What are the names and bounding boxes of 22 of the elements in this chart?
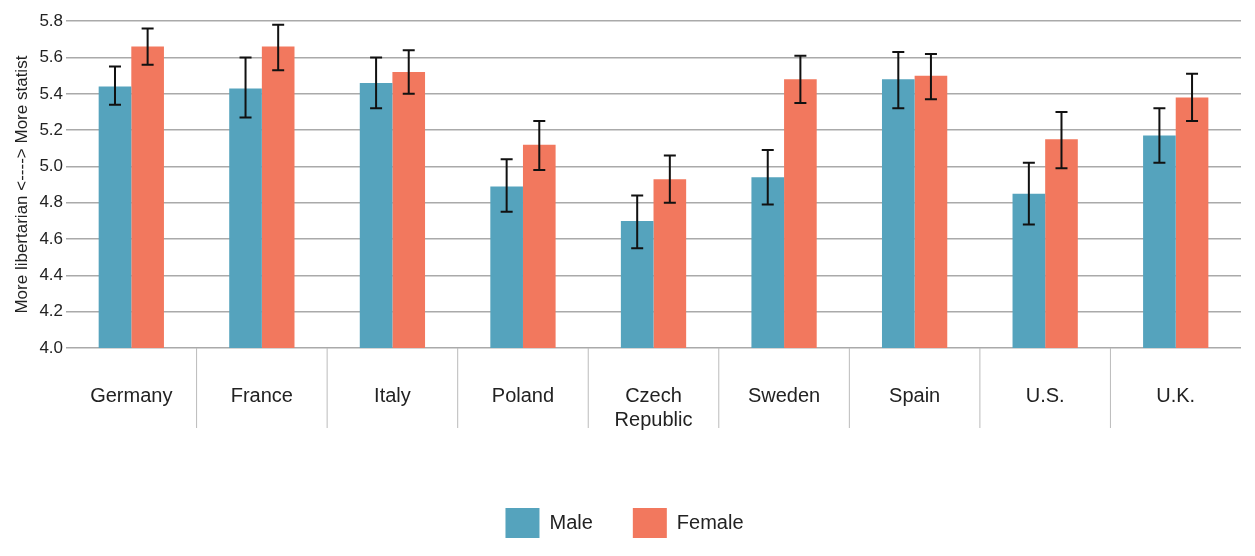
legend-label: Female [676,510,744,533]
y-tick-label: 4.0 [39,337,64,357]
y-tick-label: 4.8 [39,192,64,212]
legend-label: Male [549,510,593,533]
y-tick-label: 5.4 [39,83,64,103]
y-tick-label: 5.8 [39,10,64,30]
y-tick-label: 4.2 [39,301,64,321]
x-tick-label: Spain [889,383,941,406]
x-tick-label: U.K. [1156,383,1196,406]
x-tick-label: Germany [90,383,173,406]
x-tick-label: Sweden [747,383,821,406]
y-tick-label: 5.2 [39,119,64,139]
y-tick-label: 4.6 [39,228,64,248]
y-tick-label: 5.0 [39,156,64,176]
x-tick-label: France [230,383,293,406]
x-tick-label: Czech Republic [614,383,693,430]
y-axis-title: More libertarian <----> More statist [11,55,31,314]
y-tick-label: 4.4 [39,265,64,285]
x-tick-label: Italy [374,383,411,406]
x-tick-label: Poland [491,383,555,406]
y-tick-label: 5.6 [39,47,64,67]
x-tick-label: U.S. [1025,383,1065,406]
